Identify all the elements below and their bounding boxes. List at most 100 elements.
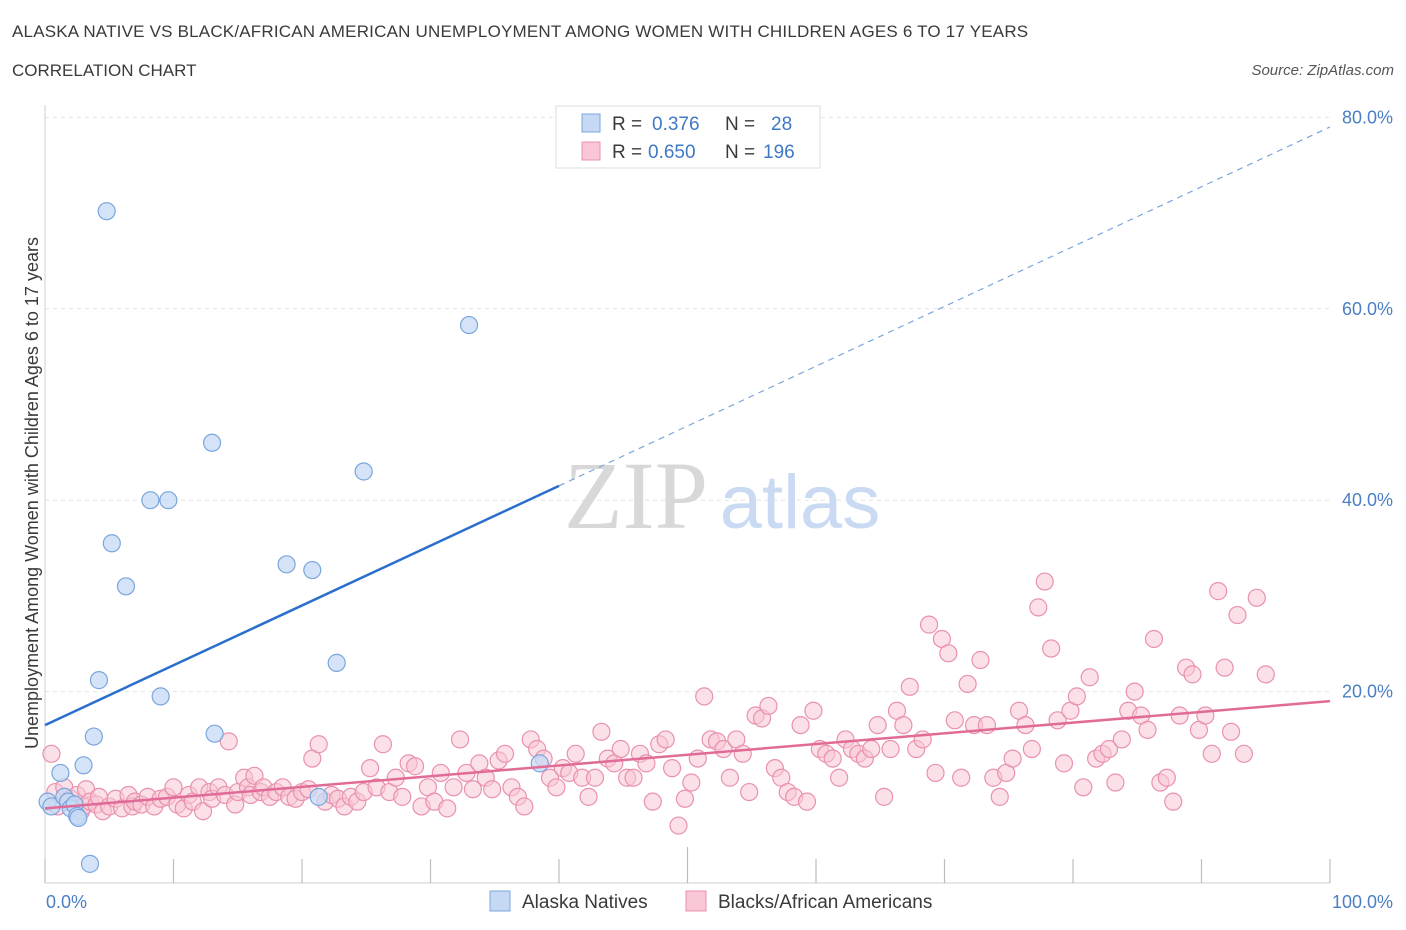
- y-tick-label: 60.0%: [1342, 299, 1393, 319]
- legend-swatch-alaska: [489, 890, 511, 912]
- legend-n-value-pink: 196: [763, 142, 795, 163]
- data-point-blacks: [662, 759, 682, 778]
- data-point-blacks: [791, 715, 810, 735]
- data-point-blacks: [444, 778, 463, 797]
- data-point-blacks: [919, 615, 939, 634]
- data-point-blacks: [740, 782, 759, 802]
- watermark: ZIP atlas: [564, 442, 880, 549]
- data-point-alaska: [151, 687, 170, 706]
- series-blacks-points: [42, 572, 1275, 835]
- data-point-alaska: [327, 653, 346, 672]
- data-point-blacks: [868, 715, 887, 735]
- data-point-blacks: [759, 696, 778, 716]
- data-point-blacks: [1125, 682, 1144, 701]
- data-point-alaska: [530, 754, 549, 773]
- legend-label-blacks: Blacks/African Americans: [718, 892, 932, 913]
- axes: [44, 105, 1331, 884]
- data-point-blacks: [682, 773, 701, 792]
- data-point-blacks: [881, 739, 900, 759]
- data-point-alaska: [97, 202, 116, 221]
- data-point-blacks: [926, 763, 945, 783]
- data-point-blacks: [1054, 754, 1074, 773]
- watermark-zip: ZIP: [564, 442, 708, 549]
- data-point-alaska: [69, 808, 88, 828]
- data-point-blacks: [1228, 605, 1247, 625]
- data-point-blacks: [361, 759, 380, 778]
- y-tick-label: 80.0%: [1342, 107, 1393, 127]
- data-point-alaska: [116, 577, 136, 596]
- data-point-blacks: [585, 768, 605, 787]
- data-point-blacks: [309, 735, 328, 754]
- data-point-blacks: [720, 768, 740, 787]
- data-point-blacks: [405, 757, 425, 776]
- data-point-alaska: [277, 555, 296, 574]
- watermark-atlas: atlas: [720, 460, 881, 545]
- x-tick-label: 100.0%: [1332, 892, 1393, 912]
- legend-n-value-blue: 28: [771, 114, 792, 135]
- trend-line-alaska: [44, 484, 560, 727]
- data-point-alaska: [303, 560, 322, 580]
- data-point-alaska: [159, 491, 178, 510]
- data-point-blacks: [624, 768, 643, 787]
- x-tick-label: 0.0%: [46, 892, 87, 912]
- data-point-alaska: [459, 315, 479, 335]
- chart-subtitle: CORRELATION CHART: [12, 61, 197, 80]
- data-point-blacks: [1256, 665, 1275, 684]
- data-point-blacks: [797, 792, 817, 811]
- chart-title: ALASKA NATIVE VS BLACK/AFRICAN AMERICAN …: [12, 22, 1029, 41]
- data-point-blacks: [643, 792, 662, 811]
- data-point-blacks: [939, 644, 958, 663]
- data-point-blacks: [945, 711, 964, 730]
- data-point-blacks: [1247, 588, 1266, 607]
- data-point-blacks: [1042, 639, 1061, 658]
- trend-line-blacks: [44, 699, 1331, 810]
- data-point-blacks: [1074, 778, 1093, 797]
- data-point-alaska: [51, 763, 70, 783]
- data-point-blacks: [483, 780, 502, 799]
- data-point-blacks: [958, 674, 977, 694]
- data-point-blacks: [393, 787, 412, 806]
- data-point-alaska: [354, 462, 373, 481]
- data-point-alaska: [102, 534, 121, 553]
- data-point-blacks: [1183, 665, 1202, 684]
- data-point-blacks: [42, 744, 61, 763]
- data-point-blacks: [450, 730, 470, 749]
- series-legend: Alaska Natives Blacks/African Americans: [489, 890, 932, 913]
- data-point-blacks: [862, 739, 881, 759]
- data-point-blacks: [875, 787, 894, 806]
- data-point-blacks: [193, 802, 213, 821]
- data-point-blacks: [438, 799, 457, 818]
- legend-swatch-blacks: [685, 890, 707, 912]
- data-point-blacks: [990, 787, 1009, 806]
- data-point-alaska: [80, 854, 100, 873]
- data-point-blacks: [373, 735, 393, 754]
- data-point-blacks: [1080, 668, 1099, 687]
- data-point-alaska: [309, 787, 328, 806]
- data-point-blacks: [1099, 739, 1119, 759]
- data-point-blacks: [1029, 598, 1048, 617]
- data-point-blacks: [1170, 706, 1189, 725]
- legend-r-value-blue: 0.376: [652, 114, 700, 135]
- data-point-blacks: [675, 789, 695, 808]
- data-point-blacks: [900, 677, 919, 696]
- data-point-blacks: [656, 730, 675, 749]
- data-point-blacks: [1164, 792, 1183, 811]
- data-point-blacks: [1022, 739, 1041, 759]
- legend-swatch-blue: [581, 113, 601, 133]
- legend-r-label: R =: [612, 142, 642, 163]
- y-axis-label: Unemployment Among Women with Children A…: [22, 237, 42, 749]
- data-point-blacks: [669, 816, 688, 835]
- data-point-blacks: [1067, 687, 1086, 706]
- data-point-blacks: [1221, 722, 1241, 741]
- data-point-blacks: [733, 744, 752, 763]
- data-point-blacks: [219, 732, 238, 751]
- data-point-blacks: [695, 687, 714, 706]
- stats-legend: R = 0.376 N = 28 R = 0.650 N = 196: [555, 105, 821, 169]
- series-alaska-points: [38, 202, 549, 873]
- y-tick-label: 20.0%: [1342, 682, 1393, 702]
- data-point-blacks: [952, 768, 971, 787]
- data-point-blacks: [1112, 730, 1131, 749]
- legend-n-label: N =: [725, 142, 755, 163]
- data-point-blacks: [579, 787, 598, 806]
